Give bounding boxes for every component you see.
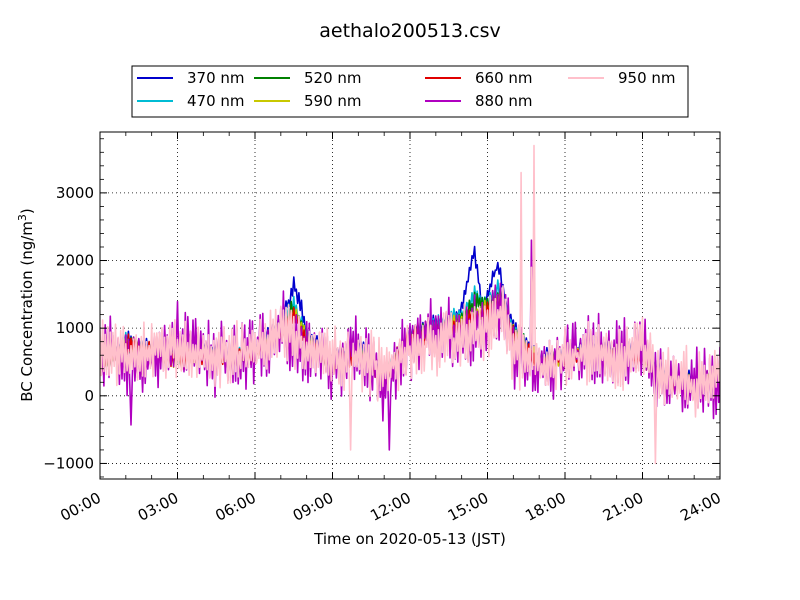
legend-label: 590 nm — [304, 92, 362, 110]
grid — [100, 132, 720, 479]
legend: 370 nm 470 nm 520 nm 590 nm 660 nm 880 nm 950 … — [131, 65, 689, 118]
x-tick-label: 24:00 — [677, 489, 724, 525]
y-axis-label-tail: ) — [18, 208, 36, 214]
x-tick-label: 00:00 — [57, 489, 104, 525]
legend-label: 660 nm — [475, 69, 533, 87]
y-axis-label-sup: 3 — [16, 214, 29, 221]
x-tick-label: 06:00 — [212, 489, 259, 525]
legend-label: 470 nm — [187, 92, 245, 110]
y-tick-label: −1000 — [43, 454, 94, 472]
y-tick-label: 3000 — [56, 184, 94, 202]
y-tick-label: 2000 — [56, 252, 94, 270]
legend-label: 520 nm — [304, 69, 362, 87]
y-tick-label: 1000 — [56, 319, 94, 337]
x-tick-label: 03:00 — [135, 489, 182, 525]
x-tick-label: 18:00 — [522, 489, 569, 525]
legend-label: 950 nm — [618, 69, 676, 87]
x-tick-label: 15:00 — [445, 489, 492, 525]
ticks: 00:00 03:00 06:00 09:00 12:00 15:00 18:00 21:00… — [43, 132, 724, 525]
x-axis-label: Time on 2020-05-13 (JST) — [313, 530, 506, 548]
y-axis-label: BC Concentration (ng/m3) — [16, 208, 36, 402]
y-axis-label-main: BC Concentration (ng/m — [18, 221, 36, 402]
x-tick-label: 21:00 — [600, 489, 647, 525]
x-tick-label: 09:00 — [290, 489, 337, 525]
legend-label: 880 nm — [475, 92, 533, 110]
chart-title: aethalo200513.csv — [319, 20, 501, 42]
series-line — [100, 239, 720, 451]
legend-box — [131, 65, 689, 118]
x-tick-label: 12:00 — [367, 489, 414, 525]
series-layer — [100, 144, 720, 465]
y-tick-label: 0 — [84, 387, 94, 405]
series-line — [100, 144, 720, 465]
legend-label: 370 nm — [187, 69, 245, 87]
